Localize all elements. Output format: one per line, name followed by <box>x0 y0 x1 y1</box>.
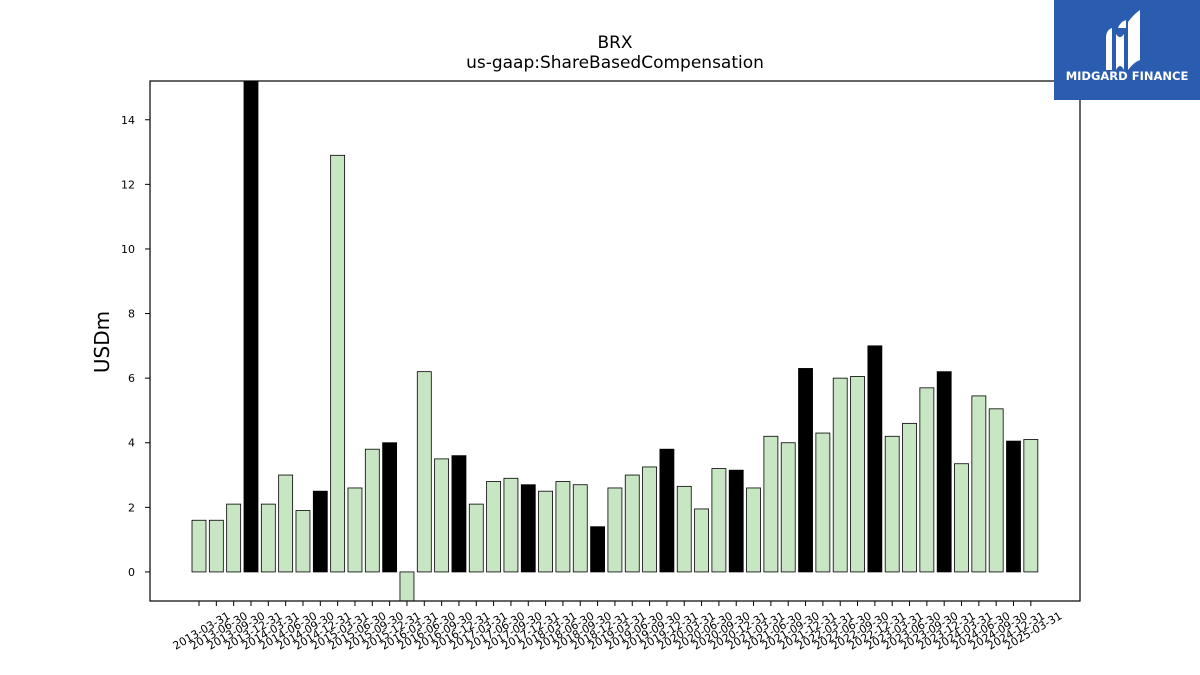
bar-2015-09-30 <box>364 448 380 573</box>
midgard-logo-mark: MIDGARD FINANCE <box>1054 0 1200 100</box>
bar-2025-03-31 <box>1023 439 1039 573</box>
bar-2015-12-31 <box>382 442 398 573</box>
bar-2013-06-30 <box>208 519 224 573</box>
y-tick-label: 2 <box>128 501 135 514</box>
bar-2023-03-31 <box>884 435 900 573</box>
y-axis-ticks: 0 2 4 6 8 10 12 14 <box>121 114 150 579</box>
bar-2017-03-31 <box>468 503 484 573</box>
bar-2014-06-30 <box>278 474 294 573</box>
bar-2018-12-31 <box>590 526 605 573</box>
bar-2018-06-30 <box>555 481 571 573</box>
bar-2020-09-30 <box>711 468 727 573</box>
bar-2021-06-30 <box>763 435 779 573</box>
bar-2023-06-30 <box>902 422 917 573</box>
y-tick-label: 14 <box>121 114 135 127</box>
plot-frame <box>149 80 1081 602</box>
bar-2019-06-30 <box>624 474 640 573</box>
x-axis-ticks: 2013-03-312013-06-302013-09-302013-12-31… <box>171 601 1064 653</box>
bar-2024-03-31 <box>954 463 969 573</box>
y-tick-label: 8 <box>128 308 135 321</box>
bar-2020-12-31 <box>728 469 744 573</box>
bar-2014-09-30 <box>295 510 311 573</box>
y-tick-label: 6 <box>128 372 135 385</box>
bar-2021-12-31 <box>798 368 813 573</box>
logo-text: MIDGARD FINANCE <box>1066 69 1189 83</box>
bar-2016-03-31 <box>399 571 415 602</box>
bar-2024-09-30 <box>988 408 1004 573</box>
bar-2015-03-31 <box>330 154 346 573</box>
bar-2013-12-31 <box>243 80 259 573</box>
y-tick-label: 10 <box>121 243 135 256</box>
bar-2016-12-31 <box>451 455 467 573</box>
bar-2018-03-31 <box>538 490 553 573</box>
bar-2021-09-30 <box>780 442 796 573</box>
bar-2016-06-30 <box>416 371 432 573</box>
bar-2019-12-31 <box>659 448 675 573</box>
bar-2023-09-30 <box>919 387 935 573</box>
y-axis-label: USDm <box>90 311 114 373</box>
chart-subtitle: us-gaap:ShareBasedCompensation <box>466 53 764 73</box>
bar-2017-09-30 <box>503 477 519 573</box>
bar-2018-09-30 <box>572 484 588 573</box>
bar-2023-12-31 <box>936 371 952 573</box>
bars <box>191 80 1039 602</box>
company-logo: MIDGARD FINANCE <box>1054 0 1200 100</box>
bar-2014-12-31 <box>312 490 328 573</box>
bar-2017-06-30 <box>486 481 502 573</box>
bar-2013-03-31 <box>191 519 207 573</box>
bar-2014-03-31 <box>260 503 276 573</box>
bar-2017-12-31 <box>520 484 536 573</box>
bar-2022-12-31 <box>867 345 883 573</box>
bar-2019-03-31 <box>607 487 623 573</box>
bar-2020-06-30 <box>694 508 709 573</box>
bar-2024-12-31 <box>1006 440 1021 573</box>
bar-2022-09-30 <box>850 376 865 573</box>
y-tick-label: 0 <box>128 566 135 579</box>
bar-2016-09-30 <box>434 458 450 573</box>
bar-2019-09-30 <box>642 466 657 573</box>
bar-2020-03-31 <box>676 485 692 573</box>
y-tick-label: 4 <box>128 437 135 450</box>
bar-2022-06-30 <box>832 377 848 573</box>
chart-title: BRX <box>597 33 632 53</box>
bar-2022-03-31 <box>815 432 831 573</box>
bar-2021-03-31 <box>746 487 761 573</box>
bar-2024-06-30 <box>971 395 987 573</box>
bar-2015-06-30 <box>347 487 363 573</box>
bar-2013-09-30 <box>226 503 242 573</box>
y-tick-label: 12 <box>121 178 135 191</box>
